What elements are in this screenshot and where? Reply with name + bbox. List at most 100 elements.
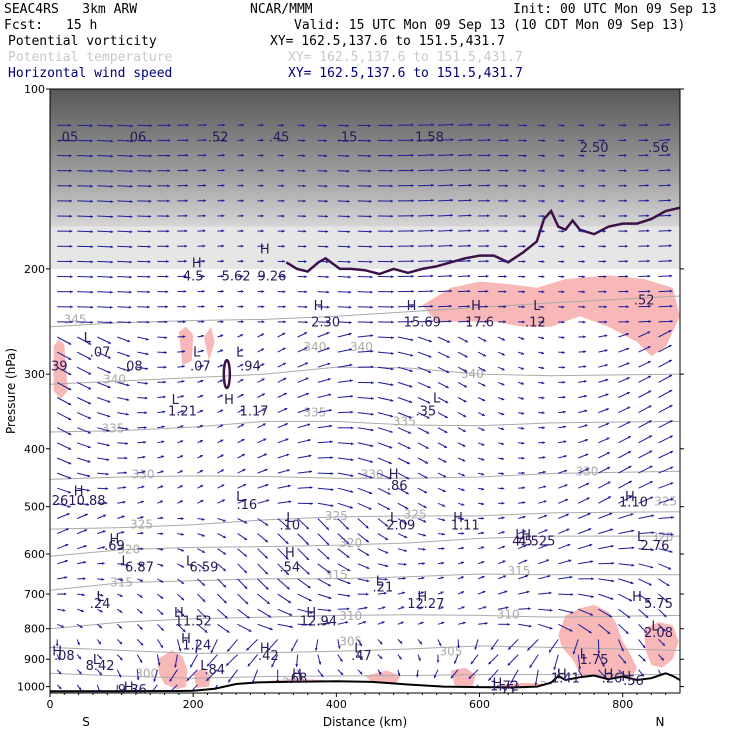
wind-vector-head [271,664,274,668]
wind-vector-head [98,641,101,645]
wind-vector-head [561,245,565,248]
wind-vector-head [180,410,184,413]
wind-vector-head [261,244,264,248]
value-label: .56 [648,141,669,156]
wind-vector-head [433,675,437,678]
wind-vector-head [244,586,248,589]
low-marker: L [200,659,208,674]
high-marker: H [285,546,295,561]
wind-vector-head [369,245,373,249]
value-label: 1.11 [451,518,480,533]
wind-vector-head [542,169,546,173]
wind-vector-head [627,421,631,424]
wind-vector [658,435,674,444]
wind-vector-head [668,330,672,333]
wind-vector-head [669,405,673,408]
wind-vector-head [261,154,264,157]
wind-vector-head [408,431,412,434]
wind-vector-head [450,214,453,217]
wind-vector-head [591,577,594,581]
wind-vector-head [525,574,529,578]
wind-vector-head [561,229,565,233]
wind-vector [205,669,218,682]
wind-vector-head [340,672,344,675]
wind-vector-head [99,609,103,613]
wind-vector-head [347,581,351,585]
wind-vector-head [266,601,270,604]
wind-vector-head [107,341,111,344]
wind-vector-head [450,675,454,679]
wind-vector-head [78,656,81,660]
y-tick-label: 1000 [17,681,45,694]
value-label: 1.10 [619,495,648,510]
wind-vector-head [110,230,114,234]
theta-label: 320 [651,530,674,544]
wind-vector-head [604,290,607,294]
wind-vector-head [468,676,472,679]
wind-vector-head [461,488,465,491]
wind-vector-head [645,123,649,127]
wind-vector-head [368,199,372,203]
wind-vector-head [641,673,644,677]
wind-vector-head [304,332,308,335]
wind-vector-head [502,560,506,564]
wind-vector-head [345,526,349,530]
wind-vector [357,412,374,415]
wind-vector-head [220,394,223,398]
wind-vector-head [582,229,585,233]
wind-vector-head [107,400,111,403]
wind-vector-head [391,305,394,309]
value-label: .84 [204,663,225,678]
low-marker: L [172,393,180,408]
wind-vector-head [626,333,629,336]
wind-vector-head [561,290,565,294]
wind-vector-head [627,615,631,618]
wind-vector-head [646,229,650,233]
wind-vector-head [126,412,129,416]
wind-vector-head [66,513,70,516]
value-label: .06 [126,130,147,145]
wind-vector-head [626,362,630,366]
wind-vector-head [544,529,548,533]
wind-vector-head [327,621,331,625]
x-axis-label: Distance (km) [323,715,407,729]
low-marker: L [376,575,384,590]
wind-vector-head [345,621,349,624]
wind-vector-head [603,214,606,218]
wind-vector-head [388,461,392,464]
wind-vector-head [481,502,485,506]
wind-vector-head [546,559,550,562]
wind-vector [417,245,434,247]
wind-vector-head [586,497,590,501]
wind-vector-head [286,453,290,457]
wind-vector-head [503,575,507,578]
wind-speed-shading-4 [558,604,637,684]
wind-vector [598,593,614,600]
wind-vector-head [261,305,265,309]
value-label: .52 [208,130,229,145]
wind-vector-head [105,487,109,490]
wind-vector-head [505,184,509,188]
wind-vector-head [464,354,468,358]
wind-vector-head [390,414,394,418]
wind-vector-head [521,337,525,340]
wind-vector-head [240,334,244,337]
wind-vector-head [444,415,448,418]
wind-vector-head [148,214,152,218]
wind-vector-head [584,394,587,398]
wind-vector [558,623,573,632]
theta-label: 300 [135,666,158,680]
wind-vector-head [350,458,354,462]
wind-vector-head [491,646,494,650]
wind-vector-head [241,138,244,142]
wind-vector-head [469,198,472,202]
wind-vector-head [302,124,306,127]
wind-vector-head [326,305,330,309]
high-marker: H [124,681,134,696]
wind-vector-head [668,183,671,187]
y-tick-label: 300 [24,368,45,381]
wind-vector-head [68,417,72,420]
wind-vector-head [167,184,170,188]
wind-vector-head [140,547,144,551]
wind-vector-head [68,490,71,494]
